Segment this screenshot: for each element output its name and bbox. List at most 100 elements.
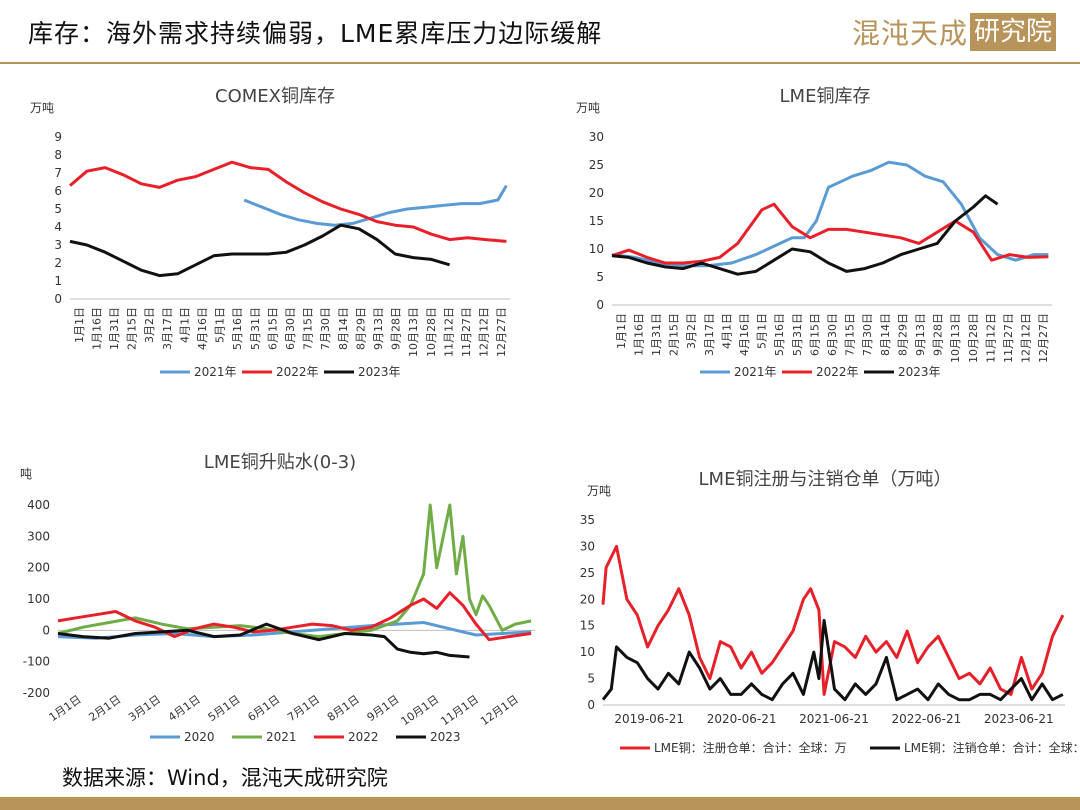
x-tick-label: 8月1日 (325, 693, 362, 724)
x-tick-label: 10月28日 (425, 307, 438, 357)
legend-label: 2021 (266, 730, 297, 744)
legend-label: 2021年 (734, 365, 777, 379)
series-line-3 (611, 194, 999, 276)
y-tick-label: 35 (580, 513, 595, 527)
legend-label: 2023年 (358, 365, 401, 379)
x-tick-label: 10月1日 (399, 693, 442, 728)
data-source-note: 数据来源：Wind，混沌天成研究院 (62, 766, 388, 790)
x-tick-label: 1月16日 (632, 313, 645, 356)
x-tick-label: 2022-06-21 (892, 712, 962, 726)
x-tick-label: 2021-06-21 (799, 712, 869, 726)
x-tick-label: 2020-06-21 (707, 712, 777, 726)
x-tick-label: 7月30日 (861, 313, 874, 356)
y-tick-label: 300 (27, 529, 50, 543)
brand-tag: 研究院 (969, 13, 1056, 51)
x-tick-label: 4月1日 (166, 693, 203, 724)
y-tick-label: 3 (54, 238, 62, 252)
x-tick-label: 2023-06-21 (984, 712, 1054, 726)
y-axis-unit: 万吨 (587, 484, 611, 498)
x-tick-label: 3月17日 (703, 313, 716, 356)
x-tick-label: 12月27日 (495, 307, 508, 357)
chart-title: LME铜升贴水(0-3) (204, 452, 356, 473)
x-tick-label: 8月29日 (896, 313, 909, 356)
x-tick-label: 2月15日 (668, 313, 681, 356)
x-tick-label: 1月1日 (73, 307, 86, 343)
x-tick-label: 6月30日 (284, 307, 297, 350)
x-tick-label: 5月16日 (773, 313, 786, 356)
x-tick-label: 12月12日 (1020, 313, 1033, 363)
y-axis-unit: 万吨 (576, 101, 600, 115)
x-tick-label: 4月16日 (196, 307, 209, 350)
x-tick-label: 9月28日 (390, 307, 403, 350)
series-line-1 (611, 160, 1049, 268)
lme-spread-chart: LME铜升贴水(0-3) 吨 -200 -100 0 100 200 300 400 1月1日 2月… (20, 452, 535, 744)
footer-bar (0, 797, 1080, 810)
x-tick-label: 3月2日 (143, 307, 156, 343)
chart-title: LME铜库存 (780, 86, 871, 107)
series-line-2 (69, 160, 507, 243)
y-tick-label: 15 (580, 619, 595, 633)
series-line-3 (57, 591, 532, 642)
y-tick-label: 30 (589, 130, 604, 144)
x-tick-label: 9月1日 (365, 693, 402, 724)
x-tick-label: 12月1日 (478, 693, 521, 728)
x-tick-label: 5月1日 (206, 693, 243, 724)
series-line-1 (243, 184, 508, 227)
chart-title: COMEX铜库存 (215, 86, 335, 107)
y-tick-label: 5 (54, 202, 62, 216)
series-line-1 (57, 621, 532, 640)
legend-label: 2021年 (194, 365, 237, 379)
x-tick-label: 8月14日 (337, 307, 350, 350)
x-tick-label: 7月30日 (319, 307, 332, 350)
x-tick-label: 2月15日 (126, 307, 139, 350)
header-divider (0, 62, 1080, 64)
x-tick-label: 5月31日 (249, 307, 262, 350)
x-tick-label: 9月13日 (372, 307, 385, 350)
y-tick-label: 0 (587, 698, 595, 712)
y-tick-label: 20 (589, 186, 604, 200)
y-tick-label: -200 (23, 686, 50, 700)
y-axis-unit: 吨 (20, 467, 32, 481)
x-tick-label: 1月16日 (90, 307, 103, 350)
x-tick-label: 6月1日 (245, 693, 282, 724)
x-tick-label: 12月12日 (478, 307, 491, 357)
legend-label: LME铜：注册仓单：合计：全球：万 (654, 740, 847, 755)
x-tick-label: 1月31日 (650, 313, 663, 356)
y-tick-label: 5 (596, 270, 604, 284)
y-tick-label: 4 (54, 220, 62, 234)
x-tick-label: 10月28日 (967, 313, 980, 363)
x-tick-label: 2019-06-21 (614, 712, 684, 726)
legend-label: 2022年 (816, 365, 859, 379)
legend-label: 2023年 (898, 365, 941, 379)
series-line-2 (601, 618, 1064, 702)
y-tick-label: 20 (580, 592, 595, 606)
x-tick-label: 8月14日 (879, 313, 892, 356)
y-tick-label: 100 (27, 592, 50, 606)
y-tick-label: 8 (54, 148, 62, 162)
brand-logo: 混沌天成 研究院 (852, 12, 1056, 52)
series-line-3 (69, 223, 451, 278)
x-tick-label: 10月13日 (407, 307, 420, 357)
x-tick-label: 5月31日 (791, 313, 804, 356)
y-tick-label: 15 (589, 214, 604, 228)
legend-label: 2023 (430, 730, 461, 744)
x-tick-label: 4月1日 (720, 313, 733, 349)
x-tick-label: 6月15日 (266, 307, 279, 350)
y-tick-label: -100 (23, 655, 50, 669)
y-axis-unit: 万吨 (30, 101, 54, 115)
y-tick-label: 2 (54, 256, 62, 270)
y-tick-label: 400 (27, 498, 50, 512)
y-tick-label: 1 (54, 274, 62, 288)
legend-label: LME铜：注销仓单：合计：全球：万 (904, 740, 1080, 755)
y-tick-label: 200 (27, 561, 50, 575)
y-tick-label: 9 (54, 130, 62, 144)
y-tick-label: 25 (589, 158, 604, 172)
y-tick-label: 30 (580, 539, 595, 553)
x-tick-label: 11月1日 (438, 693, 481, 728)
series-line-4 (57, 622, 470, 659)
legend-label: 2020 (184, 730, 215, 744)
x-tick-label: 7月15日 (844, 313, 857, 356)
chart-title: LME铜注册与注销仓单（万吨） (699, 469, 952, 490)
x-tick-label: 1月1日 (615, 313, 628, 349)
